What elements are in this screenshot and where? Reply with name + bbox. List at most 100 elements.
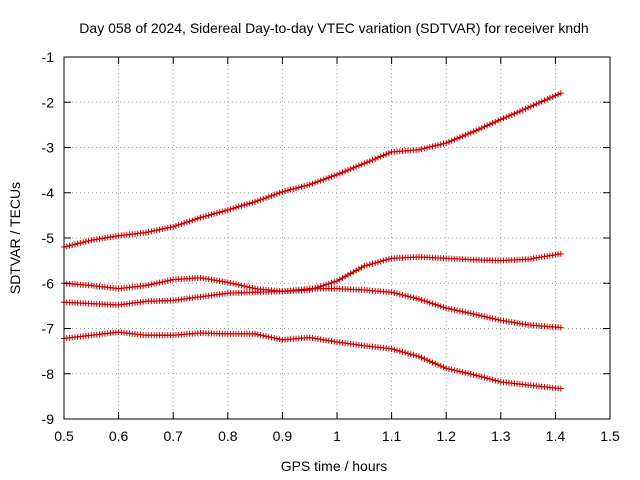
data-point: [320, 176, 327, 183]
data-point: [339, 275, 346, 282]
data-point: [415, 353, 422, 360]
x-tick-label: 1.3: [491, 428, 511, 444]
data-point: [426, 358, 433, 365]
data-point: [544, 96, 551, 103]
data-point: [364, 159, 371, 166]
data-point: [402, 349, 409, 356]
data-point: [271, 335, 278, 342]
data-point: [183, 219, 190, 226]
data-point: [443, 139, 450, 146]
x-tick-label: 0.9: [273, 428, 293, 444]
data-point: [342, 273, 349, 280]
data-point: [265, 333, 272, 340]
data-point: [470, 371, 477, 378]
data-point: [396, 348, 403, 355]
data-point: [175, 221, 182, 228]
data-point: [557, 250, 564, 257]
data-point: [328, 173, 335, 180]
x-tick-label: 0.7: [163, 428, 183, 444]
data-point: [374, 259, 381, 266]
data-point: [249, 199, 256, 206]
data-point: [470, 311, 477, 318]
data-point: [481, 123, 488, 130]
data-point: [478, 124, 485, 131]
data-point: [224, 206, 231, 213]
data-point: [478, 373, 485, 380]
data-point: [230, 280, 237, 287]
data-point: [282, 188, 289, 195]
data-point: [200, 213, 207, 220]
data-point: [508, 111, 515, 118]
data-point: [366, 261, 373, 268]
data-point: [344, 272, 351, 279]
data-point: [440, 364, 447, 371]
data-point: [503, 114, 510, 121]
data-point: [273, 190, 280, 197]
data-point: [410, 294, 417, 301]
data-point: [432, 360, 439, 367]
data-point: [358, 264, 365, 271]
data-point: [462, 309, 469, 316]
data-point: [429, 300, 436, 307]
data-point: [459, 308, 466, 315]
data-point: [260, 332, 267, 339]
data-point: [361, 263, 368, 270]
data-point: [525, 104, 532, 111]
data-point: [492, 377, 499, 384]
data-point: [391, 289, 398, 296]
data-point: [323, 175, 330, 182]
data-point: [230, 205, 237, 212]
data-point: [287, 186, 294, 193]
data-point: [429, 359, 436, 366]
data-point: [456, 134, 463, 141]
data-point: [339, 169, 346, 176]
x-tick-label: 0.8: [218, 428, 238, 444]
data-point: [257, 332, 264, 339]
data-point: [202, 213, 209, 220]
data-point: [82, 238, 89, 245]
data-point: [462, 369, 469, 376]
data-point: [432, 142, 439, 149]
data-point: [421, 297, 428, 304]
data-point: [170, 223, 177, 230]
data-point: [246, 200, 253, 207]
data-point: [486, 375, 493, 382]
data-point: [418, 296, 425, 303]
data-point: [418, 146, 425, 153]
x-tick-label: 1: [333, 428, 341, 444]
data-point: [399, 292, 406, 299]
data-point: [448, 366, 455, 373]
x-tick-label: 0.5: [54, 428, 74, 444]
data-point: [497, 116, 504, 123]
data-point: [372, 259, 379, 266]
chart-title: Day 058 of 2024, Sidereal Day-to-day VTE…: [79, 20, 588, 36]
data-point: [235, 281, 242, 288]
data-point: [495, 316, 502, 323]
data-point: [475, 312, 482, 319]
data-point: [399, 348, 406, 355]
data-point: [465, 370, 472, 377]
series-layer: [61, 90, 564, 392]
data-point: [268, 334, 275, 341]
data-point: [290, 185, 297, 192]
data-point: [153, 227, 160, 234]
data-point: [538, 98, 545, 105]
data-point: [377, 258, 384, 265]
data-point: [151, 227, 158, 234]
data-point: [181, 220, 188, 227]
data-point: [451, 136, 458, 143]
data-point: [454, 307, 461, 314]
data-point: [159, 226, 166, 233]
data-point: [484, 122, 491, 129]
data-point: [470, 128, 477, 135]
data-point: [331, 172, 338, 179]
data-point: [69, 242, 76, 249]
data-point: [415, 296, 422, 303]
data-point: [151, 280, 158, 287]
data-point: [197, 214, 204, 221]
data-point: [303, 182, 310, 189]
data-point: [465, 130, 472, 137]
data-point: [505, 112, 512, 119]
data-point: [489, 376, 496, 383]
data-point: [443, 365, 450, 372]
